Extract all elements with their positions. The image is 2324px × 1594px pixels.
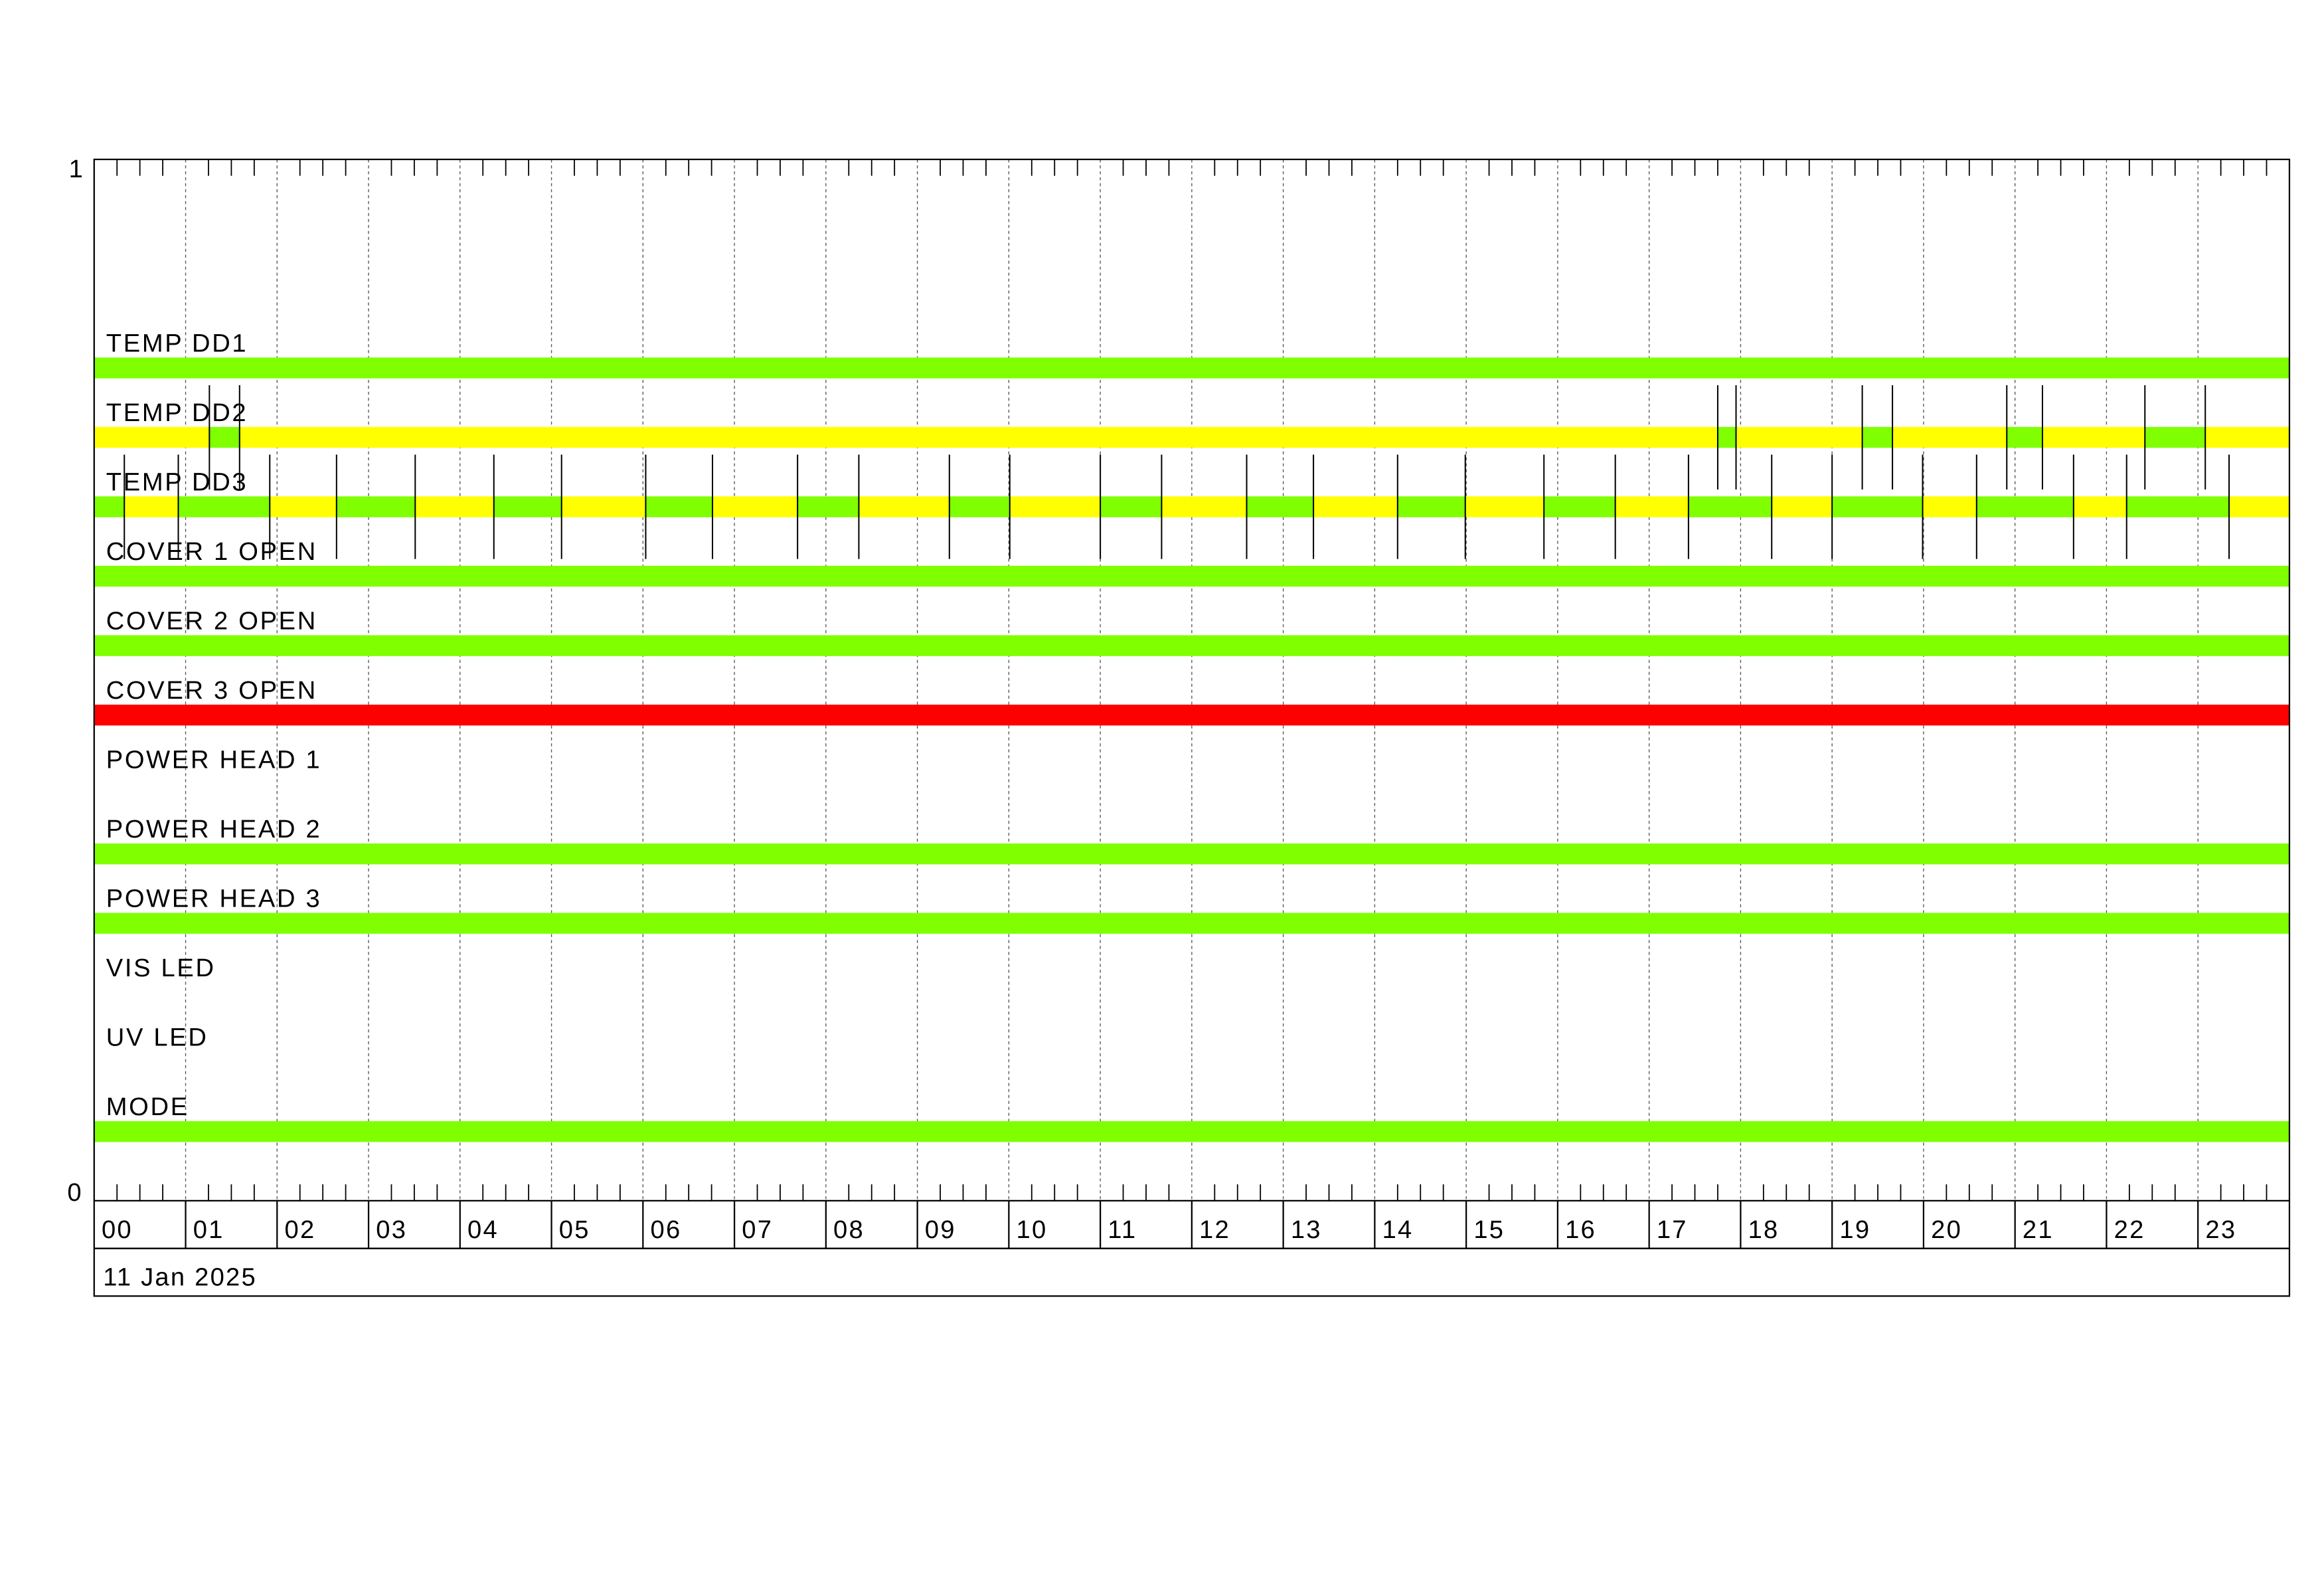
state-segment [1397, 496, 1465, 517]
x-tick-label: 13 [1291, 1215, 1322, 1244]
state-segment [1922, 496, 1977, 517]
x-tick-label: 23 [2205, 1215, 2236, 1244]
row-label: POWER HEAD 1 [106, 745, 322, 774]
state-segment [94, 496, 125, 517]
y-top-label: 1 [69, 155, 84, 183]
state-segment [94, 913, 2289, 934]
state-segment [94, 843, 2289, 865]
state-segment [2073, 496, 2127, 517]
x-tick-label: 09 [925, 1215, 956, 1244]
state-segment [797, 496, 859, 517]
state-segment [859, 496, 950, 517]
state-segment [1892, 426, 2007, 448]
y-bottom-label: 0 [67, 1178, 82, 1207]
row-label: POWER HEAD 3 [106, 885, 322, 913]
state-segment [1862, 426, 1893, 448]
state-segment [645, 496, 713, 517]
x-tick-label: 02 [285, 1215, 316, 1244]
state-segment [1615, 496, 1689, 517]
state-segment [178, 496, 270, 517]
state-segment [1009, 496, 1101, 517]
state-segment [1976, 496, 2074, 517]
x-tick-label: 14 [1382, 1215, 1414, 1244]
x-tick-label: 20 [1931, 1215, 1962, 1244]
row-label: TEMP DD3 [106, 468, 248, 496]
state-segment [949, 496, 1010, 517]
state-segment [1832, 496, 1923, 517]
x-tick-label: 11 [1108, 1215, 1137, 1244]
state-segment [94, 1121, 2289, 1142]
date-row [93, 1247, 2291, 1297]
row-label: POWER HEAD 2 [106, 815, 322, 843]
state-segment [239, 426, 1718, 448]
state-segment [2042, 426, 2145, 448]
state-segment [94, 357, 2289, 379]
x-tick-label: 10 [1017, 1215, 1048, 1244]
date-label: 11 Jan 2025 [103, 1263, 257, 1292]
state-segment [1161, 496, 1247, 517]
x-tick-label: 19 [1839, 1215, 1870, 1244]
x-tick-label: 15 [1473, 1215, 1505, 1244]
state-segment [209, 426, 240, 448]
state-segment [1313, 496, 1398, 517]
state-segment [1100, 496, 1162, 517]
state-segment [94, 426, 210, 448]
row-label: TEMP DD2 [106, 398, 248, 427]
x-tick-label: 05 [559, 1215, 590, 1244]
row-label: VIS LED [106, 954, 216, 982]
gridlines [116, 159, 2268, 1201]
x-tick-label: 07 [742, 1215, 773, 1244]
row-label: COVER 3 OPEN [106, 676, 317, 705]
state-segment [2229, 496, 2289, 517]
state-segment [1544, 496, 1616, 517]
state-segment [493, 496, 562, 517]
x-tick-label: 00 [102, 1215, 133, 1244]
state-segment [2126, 496, 2230, 517]
x-tick-label: 03 [376, 1215, 407, 1244]
row-label: TEMP DD1 [106, 329, 248, 357]
state-segment [94, 704, 2289, 726]
state-segment [124, 496, 179, 517]
x-tick-label: 04 [467, 1215, 499, 1244]
state-segment [1772, 496, 1833, 517]
row-label: COVER 2 OPEN [106, 606, 317, 635]
state-segment [94, 565, 2289, 587]
x-tick-label: 06 [651, 1215, 682, 1244]
state-segment [1465, 496, 1544, 517]
x-tick-label: 16 [1565, 1215, 1596, 1244]
row-label: COVER 1 OPEN [106, 537, 317, 566]
state-segment [561, 496, 646, 517]
x-axis: 00 01 02 03 04 05 06 07 08 09 10 11 12 13 14 15 16 17 18 19… [93, 1200, 2291, 1249]
row-labels: TEMP DD1 TEMP DD2 TEMP DD3 COVER 1 OPEN COVE… [106, 329, 322, 1121]
state-segment [1246, 496, 1314, 517]
state-segment [415, 496, 494, 517]
state-segment [1717, 426, 1736, 448]
x-tick-label: 21 [2023, 1215, 2054, 1244]
state-segment [2205, 426, 2289, 448]
x-tick-label: 17 [1657, 1215, 1688, 1244]
row-label: UV LED [106, 1023, 208, 1052]
state-segment [712, 496, 798, 517]
state-segment [1736, 426, 1863, 448]
x-tick-label: 22 [2114, 1215, 2145, 1244]
state-segment [94, 635, 2289, 656]
state-segment [336, 496, 416, 517]
row-label: MODE [106, 1093, 189, 1121]
state-bars [94, 357, 2289, 1142]
x-tick-label: 12 [1199, 1215, 1230, 1244]
x-tick-label: 18 [1748, 1215, 1780, 1244]
state-segment [2007, 426, 2042, 448]
x-tick-label: 08 [833, 1215, 865, 1244]
state-segment [270, 496, 337, 517]
state-segment [2145, 426, 2206, 448]
x-tick-label: 01 [193, 1215, 224, 1244]
state-segment [1688, 496, 1772, 517]
